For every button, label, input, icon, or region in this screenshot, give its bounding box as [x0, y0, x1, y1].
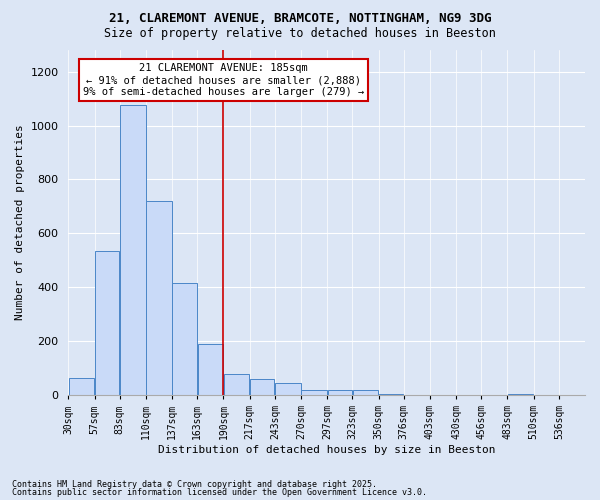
Text: Contains HM Land Registry data © Crown copyright and database right 2025.: Contains HM Land Registry data © Crown c… [12, 480, 377, 489]
Bar [328, 390, 352, 395]
Bar [250, 379, 274, 395]
Y-axis label: Number of detached properties: Number of detached properties [15, 124, 25, 320]
Bar [120, 106, 146, 395]
Bar [146, 201, 172, 395]
Text: Size of property relative to detached houses in Beeston: Size of property relative to detached ho… [104, 28, 496, 40]
Bar [379, 394, 403, 395]
Text: 21, CLAREMONT AVENUE, BRAMCOTE, NOTTINGHAM, NG9 3DG: 21, CLAREMONT AVENUE, BRAMCOTE, NOTTINGH… [109, 12, 491, 26]
Bar [275, 383, 301, 395]
Bar [172, 284, 197, 395]
Bar [69, 378, 94, 395]
Bar [301, 390, 327, 395]
Bar [353, 390, 378, 395]
Bar [224, 374, 249, 395]
X-axis label: Distribution of detached houses by size in Beeston: Distribution of detached houses by size … [158, 445, 496, 455]
Text: 21 CLAREMONT AVENUE: 185sqm
← 91% of detached houses are smaller (2,888)
9% of s: 21 CLAREMONT AVENUE: 185sqm ← 91% of det… [83, 64, 364, 96]
Bar [95, 251, 119, 395]
Text: Contains public sector information licensed under the Open Government Licence v3: Contains public sector information licen… [12, 488, 427, 497]
Bar [197, 344, 223, 395]
Bar [508, 394, 533, 395]
